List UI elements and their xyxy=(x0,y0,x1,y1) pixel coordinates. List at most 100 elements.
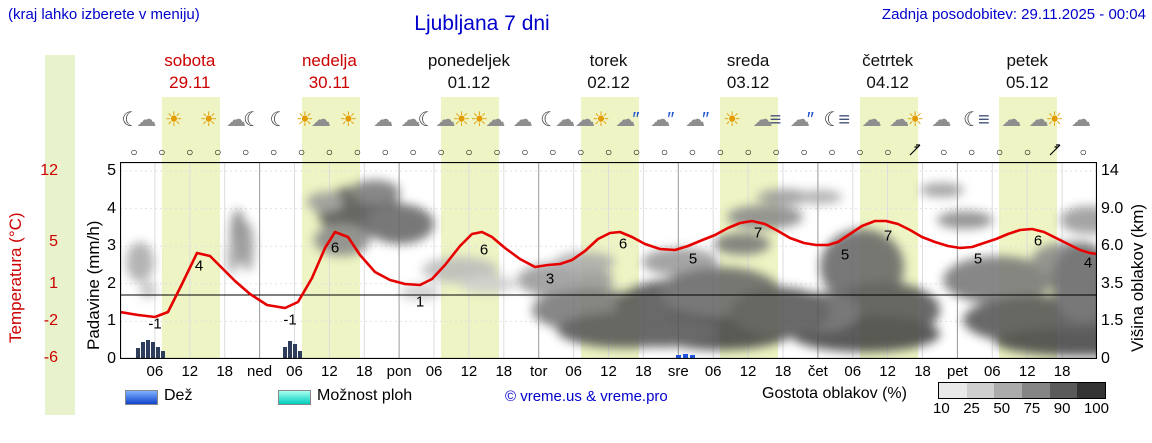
day-header: sobota 29.11 xyxy=(120,50,260,96)
day-date: 30.11 xyxy=(308,73,350,92)
wind-calm-icon: ○ xyxy=(577,145,585,159)
weather-icon: ☁☀ xyxy=(575,109,610,131)
day-name: nedelja xyxy=(301,51,357,70)
temp-value-label: -1 xyxy=(148,315,162,333)
wind-calm-icon: ○ xyxy=(884,145,892,159)
weather-icon: ☁☀ xyxy=(889,109,924,131)
precip-tick: 2 xyxy=(107,274,116,292)
density-segment xyxy=(994,383,1023,398)
cloud-height-tick: 6.0 xyxy=(1101,237,1124,255)
cloud-density-legend-label: Gostota oblakov (%) xyxy=(762,385,907,402)
cloud-height-tick: 14 xyxy=(1101,162,1119,179)
cloud-height-tick: 3.5 xyxy=(1101,274,1124,292)
day-date: 03.12 xyxy=(726,73,770,92)
weather-icon: ☾☁ xyxy=(540,109,575,131)
day-header: ponedeljek 01.12 xyxy=(399,50,539,96)
temperature-tick: 5 xyxy=(49,233,58,250)
day-name: petek xyxy=(1006,51,1049,70)
weather-icon: ☾≡ xyxy=(963,109,990,131)
day-name: torek xyxy=(589,51,628,70)
day-name: sobota xyxy=(164,51,216,70)
wind-calm-icon: ○ xyxy=(744,145,752,159)
wind-calm-icon: ○ xyxy=(605,145,613,159)
time-tick: 06 xyxy=(844,363,862,380)
day-header: petek 05.12 xyxy=(957,50,1097,96)
weather-icon: ☾ xyxy=(269,109,288,131)
day-name: sreda xyxy=(726,51,770,70)
precip-tick: 1 xyxy=(107,312,116,330)
time-tick: 06 xyxy=(704,363,722,380)
left-margin-strip xyxy=(45,55,75,415)
day-date: 02.12 xyxy=(587,73,630,92)
time-axis: 06 12 18 ned 06 12 18 pon 06 12 18 tor 06 12 18 sre 06 12… xyxy=(120,361,1097,381)
time-tick: 12 xyxy=(1018,363,1036,380)
weather-icon: ☁ xyxy=(1070,109,1091,131)
day-date: 01.12 xyxy=(447,73,491,92)
wind-calm-icon: ○ xyxy=(1023,145,1032,159)
precip-tick: 3 xyxy=(107,237,116,255)
time-tick: ned xyxy=(247,363,273,380)
wind-calm-icon: ○ xyxy=(688,145,697,159)
wind-calm-icon: ○ xyxy=(437,145,445,159)
time-tick: 18 xyxy=(216,363,234,380)
density-tick: 100 xyxy=(1083,400,1109,417)
weather-icon: ☁ xyxy=(861,109,882,131)
temp-value-label: 5 xyxy=(840,246,850,264)
temp-value-label: 5 xyxy=(973,250,983,268)
time-tick: 18 xyxy=(1053,363,1071,380)
wind-calm-icon: ○ xyxy=(716,145,724,159)
density-tick: 10 xyxy=(933,400,950,417)
cloud-density-gradient xyxy=(938,382,1106,399)
temp-value-label: 6 xyxy=(618,235,628,253)
daytime-band xyxy=(162,97,220,359)
wind-calm-icon: ○ xyxy=(409,145,417,159)
day-date: 05.12 xyxy=(1005,73,1049,92)
weather-icon: ☁ xyxy=(512,109,533,131)
density-segment xyxy=(939,383,967,398)
weather-icon: ☁″ xyxy=(685,109,709,131)
precip-tick: 0 xyxy=(107,350,116,367)
weather-icon: ☾☁ xyxy=(121,109,156,131)
copyright-link[interactable]: © vreme.us & vreme.pro xyxy=(505,388,668,405)
wind-barb-icon xyxy=(1041,142,1069,162)
shower-legend-swatch xyxy=(278,390,311,405)
weather-icon: ☁☾ xyxy=(226,109,261,131)
day-header: sreda 03.12 xyxy=(678,50,818,96)
weather-icon: ☀☁ xyxy=(470,109,505,131)
wind-calm-icon: ○ xyxy=(1079,145,1087,159)
time-tick: 12 xyxy=(600,363,617,380)
time-tick: 12 xyxy=(181,363,199,380)
density-segment xyxy=(1049,383,1078,398)
weather-icon: ☁″ xyxy=(650,109,674,131)
day-header: nedelja 30.11 xyxy=(260,50,400,96)
time-tick: 18 xyxy=(495,363,513,380)
day-headers-row: sobota 29.11 nedelja 30.11 ponedeljek 01.12 to… xyxy=(120,50,1097,96)
daytime-band xyxy=(441,97,500,359)
time-tick: čet xyxy=(807,363,828,380)
weather-icon: ☀ xyxy=(199,109,218,131)
precip-tick: 5 xyxy=(107,162,116,179)
time-tick: tor xyxy=(529,363,548,380)
temp-value-label: 3 xyxy=(545,270,555,288)
wind-calm-icon: ○ xyxy=(772,145,780,159)
weather-icon: ☀☁ xyxy=(295,109,331,131)
temp-value-label: 6 xyxy=(1033,232,1043,250)
weather-icons-row: ☾☁ ☀ ☀ ☁☾ ☾ ☀☁ ☀ ☁ ☁☾ ☁☀ ☀☁ ☁ ☾☁ ☁☀ ☁″ ☁″ ☁″ ☀ ☁≡ ☁″ ☾≡ ☁ ☁☀ ☁ ☾… xyxy=(120,98,1097,142)
temp-value-label: 5 xyxy=(688,250,698,268)
time-tick: 06 xyxy=(425,363,443,380)
weather-icon: ☁″ xyxy=(615,109,639,131)
temp-value-label: 7 xyxy=(753,224,763,242)
time-tick: pet xyxy=(946,363,968,380)
day-date: 29.11 xyxy=(169,73,211,92)
wind-calm-icon: ○ xyxy=(186,145,194,159)
wind-calm-icon: ○ xyxy=(995,145,1004,159)
weather-icon: ☀ xyxy=(339,109,357,131)
weather-icon: ☁ xyxy=(1001,109,1021,131)
temp-value-label: 6 xyxy=(479,241,489,259)
density-segment xyxy=(1077,383,1106,398)
wind-calm-icon: ○ xyxy=(660,145,669,159)
day-date: 04.12 xyxy=(866,73,909,92)
time-tick: 06 xyxy=(286,363,303,380)
wind-calm-icon: ○ xyxy=(353,145,361,159)
